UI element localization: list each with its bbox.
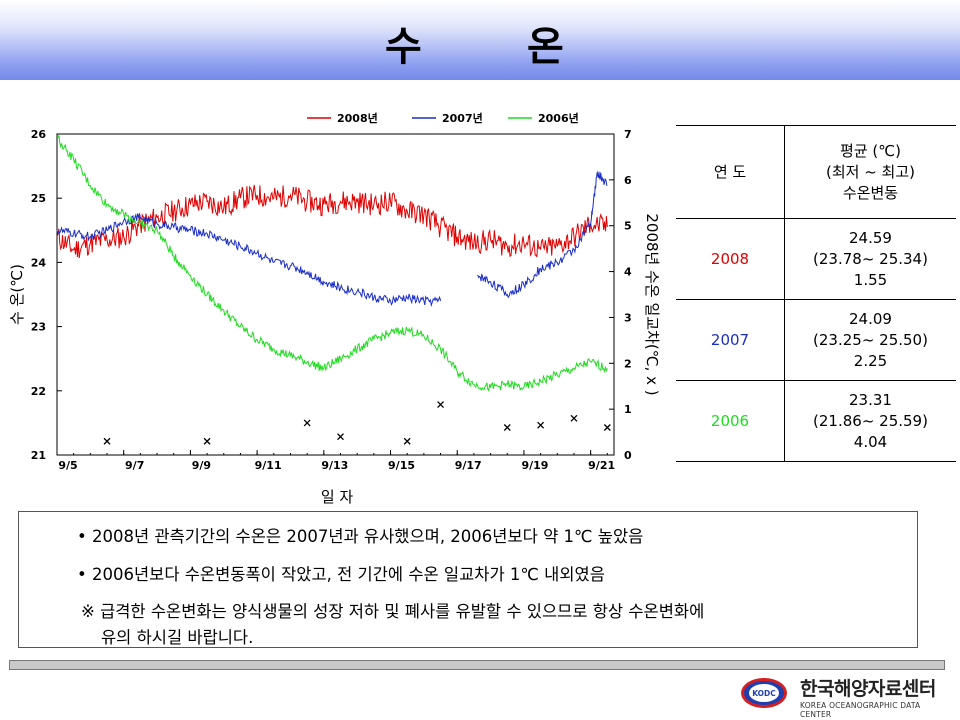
daily-range-marker xyxy=(403,437,411,445)
row-var: 2.25 xyxy=(853,351,888,370)
stats-table: 연 도 평균 (℃) (최저 ~ 최고) 수온변동 2008 24.59 (23… xyxy=(676,125,956,462)
notes-box: • 2008년 관측기간의 수온은 2007년과 유사했으며, 2006년보다 … xyxy=(18,511,918,648)
footer-bar xyxy=(9,660,945,670)
daily-range-marker xyxy=(203,437,211,445)
daily-range-marker xyxy=(503,424,511,431)
plot-frame xyxy=(56,133,615,456)
row-range: (23.78~ 25.34) xyxy=(813,249,928,268)
x-tick-label: 9/9 xyxy=(192,459,211,472)
table-header-row: 연 도 평균 (℃) (최저 ~ 최고) 수온변동 xyxy=(676,125,956,219)
x-tick-label: 9/11 xyxy=(255,459,282,472)
page-title: 수 xyxy=(385,24,422,70)
x-tick-label: 9/5 xyxy=(58,459,77,472)
daily-range-marker xyxy=(303,419,311,427)
header-year: 연 도 xyxy=(676,125,785,219)
note-line-1: • 2008년 관측기간의 수온은 2007년과 유사했으며, 2006년보다 … xyxy=(77,527,644,546)
x-tick-label: 9/17 xyxy=(455,459,482,472)
daily-range-marker xyxy=(337,433,344,441)
row-year: 2008 xyxy=(676,218,785,300)
daily-range-marker xyxy=(537,421,545,429)
y-tick-label-left: 25 xyxy=(31,192,46,205)
y-tick-label-right: 7 xyxy=(624,128,632,141)
header-stats: 평균 (℃) (최저 ~ 최고) 수온변동 xyxy=(784,125,956,219)
row-range: (21.86~ 25.59) xyxy=(813,411,928,430)
row-stats: 23.31 (21.86~ 25.59) 4.04 xyxy=(784,380,956,462)
logo-mark-text: KODC xyxy=(752,689,776,698)
kodc-logo-icon: KODC xyxy=(741,678,787,708)
y-tick-label-left: 23 xyxy=(31,321,46,334)
daily-range-marker xyxy=(570,414,578,422)
row-mean: 24.59 xyxy=(849,228,892,247)
title-banner xyxy=(0,0,960,80)
row-mean: 23.31 xyxy=(849,390,892,409)
x-tick-label: 9/7 xyxy=(125,459,144,472)
logo-name-kr: 한국해양자료센터 xyxy=(800,678,936,700)
page-title: 온 xyxy=(527,24,564,70)
legend-label: 2007년 xyxy=(442,111,483,125)
y-tick-label-right: 2 xyxy=(624,357,632,370)
daily-range-marker xyxy=(437,401,445,409)
x-tick-label: 9/21 xyxy=(588,459,615,472)
y-tick-label-right: 3 xyxy=(624,311,632,324)
note-line-2: • 2006년보다 수온변동폭이 작았고, 전 기간에 수온 일교차가 1℃ 내… xyxy=(77,565,605,584)
y-axis-label-right: 2008년 수온 일교차(℃, x ) xyxy=(643,213,661,395)
table-row: 2006 23.31 (21.86~ 25.59) 4.04 xyxy=(676,380,956,462)
y-tick-label-right: 0 xyxy=(624,449,632,462)
y-tick-label-left: 21 xyxy=(31,449,46,462)
y-tick-label-left: 22 xyxy=(31,385,46,398)
series-line-2006년 xyxy=(56,133,608,392)
x-tick-label: 9/13 xyxy=(321,459,348,472)
note-line-3: ※ 급격한 수온변화는 양식생물의 성장 저하 및 폐사를 유발할 수 있으므로… xyxy=(81,602,705,621)
y-tick-label-right: 6 xyxy=(624,174,632,187)
y-tick-label-right: 5 xyxy=(624,220,632,233)
header-var-label: 수온변동 xyxy=(842,183,899,202)
header-mean-label: 평균 (℃) xyxy=(840,141,901,160)
row-stats: 24.59 (23.78~ 25.34) 1.55 xyxy=(784,218,956,300)
y-tick-label-left: 26 xyxy=(31,128,47,141)
row-year: 2006 xyxy=(676,380,785,462)
series-line-2007년 xyxy=(56,170,608,308)
row-var: 1.55 xyxy=(853,270,888,289)
table-row: 2007 24.09 (23.25~ 25.50) 2.25 xyxy=(676,299,956,381)
kodc-logo: KODC 한국해양자료센터 KOREA OCEANOGRAPHIC DATA C… xyxy=(738,672,953,719)
row-stats: 24.09 (23.25~ 25.50) 2.25 xyxy=(784,299,956,381)
y-tick-label-right: 1 xyxy=(624,403,632,416)
header-range-label: (최저 ~ 최고) xyxy=(825,162,915,181)
y-tick-label-right: 4 xyxy=(624,266,632,279)
legend-label: 2008년 xyxy=(337,111,378,125)
table-row: 2008 24.59 (23.78~ 25.34) 1.55 xyxy=(676,218,956,300)
y-axis-label-left: 수 온(℃) xyxy=(8,264,26,325)
daily-range-marker xyxy=(603,424,611,431)
note-line-4: 유의 하시길 바랍니다. xyxy=(101,628,254,647)
x-tick-label: 9/15 xyxy=(388,459,415,472)
y-tick-label-left: 24 xyxy=(31,256,47,269)
row-year: 2007 xyxy=(676,299,785,381)
row-range: (23.25~ 25.50) xyxy=(813,330,928,349)
daily-range-marker xyxy=(103,437,111,445)
x-axis-label: 일 자 xyxy=(321,488,354,506)
row-mean: 24.09 xyxy=(849,309,892,328)
legend-label: 2006년 xyxy=(538,111,579,125)
x-tick-label: 9/19 xyxy=(521,459,548,472)
row-var: 4.04 xyxy=(853,432,888,451)
logo-name-en: KOREA OCEANOGRAPHIC DATA CENTER xyxy=(800,701,921,719)
